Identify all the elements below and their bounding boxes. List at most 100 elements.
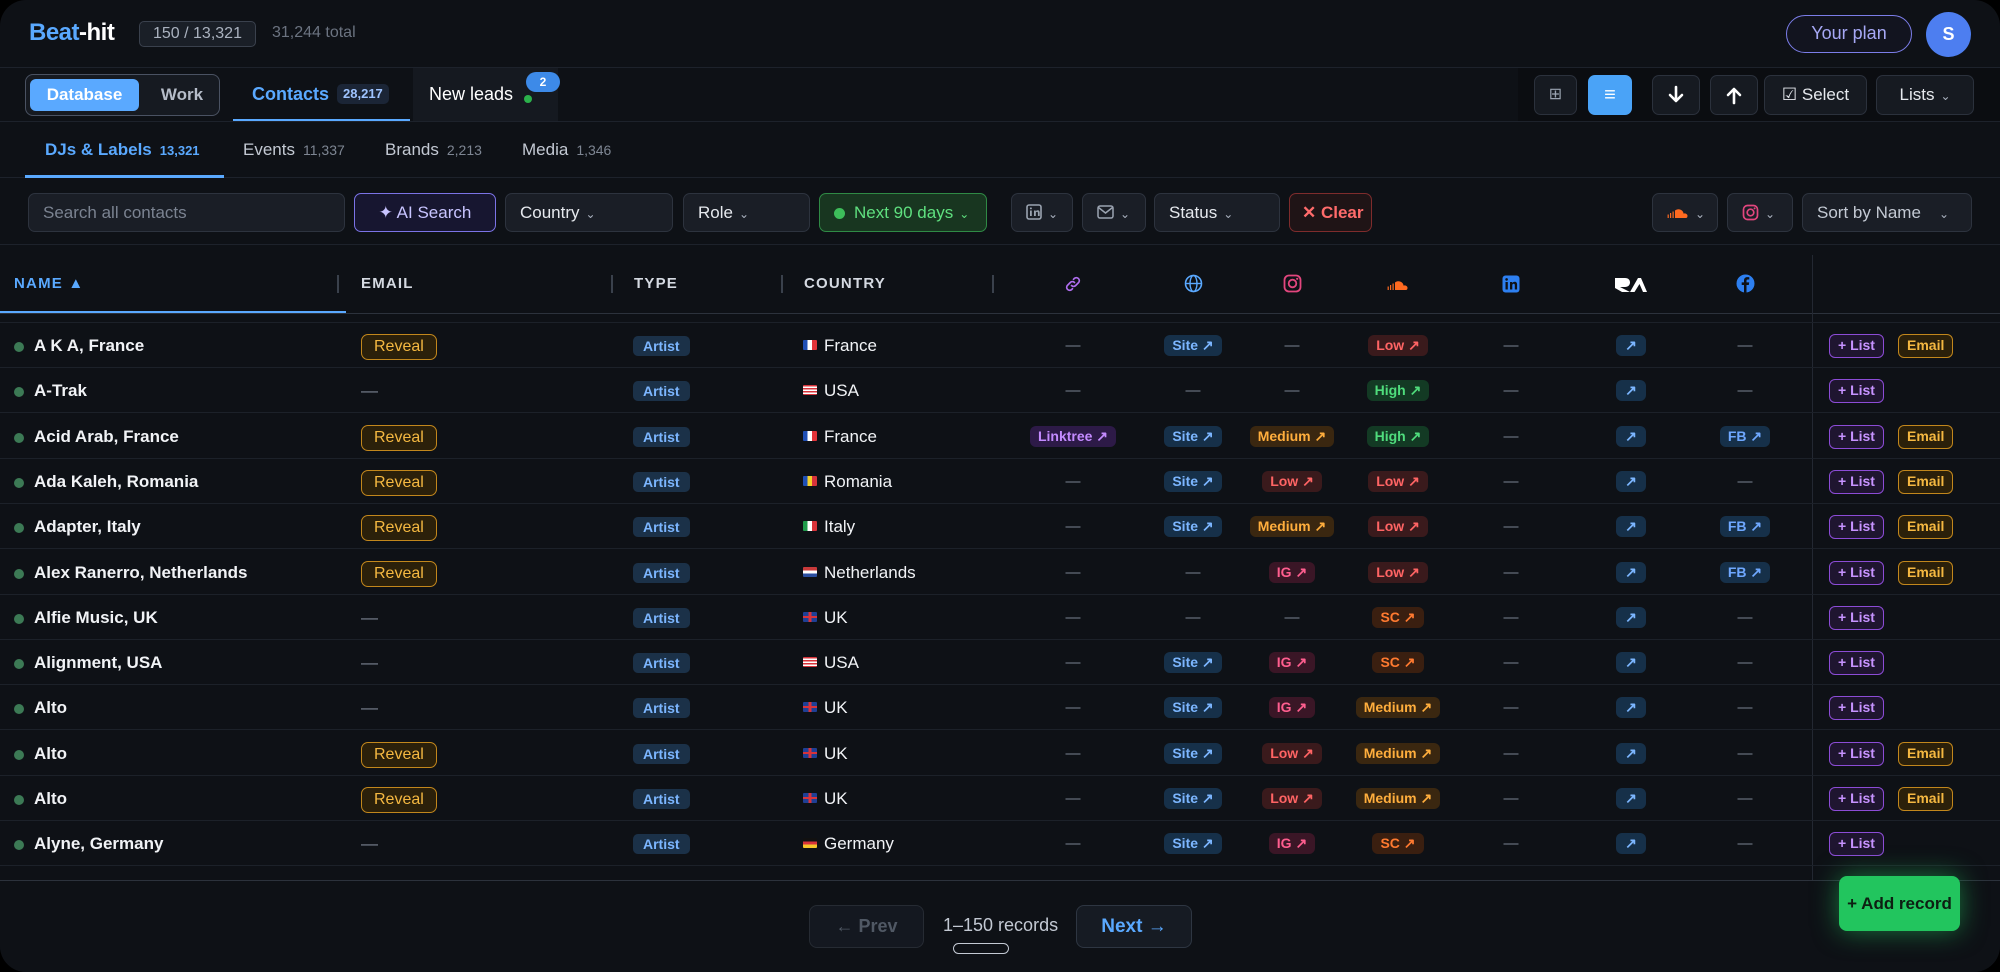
- add-record-button[interactable]: + Add record: [1839, 876, 1960, 931]
- avatar[interactable]: S: [1926, 12, 1971, 57]
- contact-name[interactable]: Adapter, Italy: [34, 517, 141, 537]
- column-resize-handle[interactable]: [781, 275, 783, 293]
- add-to-list-button[interactable]: + List: [1829, 560, 1884, 585]
- add-to-list-button[interactable]: + List: [1829, 424, 1884, 449]
- reveal-email-button[interactable]: Reveal: [361, 469, 437, 496]
- ra-link-badge[interactable]: ↗: [1616, 425, 1646, 447]
- ra-link-badge[interactable]: ↗: [1616, 833, 1646, 855]
- site-link-badge[interactable]: Site ↗: [1164, 697, 1222, 719]
- sc-link-badge[interactable]: Low ↗: [1368, 335, 1428, 356]
- ig-link-badge[interactable]: IG ↗: [1268, 652, 1316, 674]
- ig-link-badge[interactable]: IG ↗: [1268, 561, 1316, 583]
- tab-new-leads[interactable]: New leads 2: [413, 68, 560, 121]
- table-row[interactable]: Adapter, Italy Reveal Artist Italy — Site ↗ Me…: [0, 504, 2000, 550]
- ra-link-badge[interactable]: ↗: [1616, 652, 1646, 674]
- soundcloud-column-header[interactable]: [1378, 255, 1418, 313]
- add-to-list-button[interactable]: + List: [1829, 334, 1884, 358]
- contact-name[interactable]: Acid Arab, France: [34, 426, 179, 446]
- contact-name[interactable]: Alex Ranerro, Netherlands: [34, 562, 248, 582]
- add-to-list-button[interactable]: + List: [1829, 379, 1884, 404]
- table-row[interactable]: Alfie Music, UK — Artist UK — — — SC ↗ — ↗ — + List: [0, 595, 2000, 640]
- link-column-header[interactable]: [1053, 255, 1093, 313]
- tab-brands[interactable]: Brands 2,213: [385, 140, 482, 159]
- contact-name[interactable]: Alto: [34, 789, 68, 808]
- table-row[interactable]: A-Trak — Artist USA — — — High ↗ — ↗ — + List: [0, 368, 2000, 414]
- contact-name[interactable]: Alyne, Germany: [34, 834, 164, 854]
- ig-link-badge[interactable]: Low ↗: [1262, 470, 1322, 492]
- contact-name[interactable]: Alignment, USA: [34, 653, 163, 673]
- ig-link-badge[interactable]: Medium ↗: [1249, 425, 1335, 447]
- site-link-badge[interactable]: Site ↗: [1164, 335, 1222, 356]
- work-toggle[interactable]: Work: [160, 85, 204, 104]
- ra-link-badge[interactable]: ↗: [1616, 742, 1646, 764]
- sc-link-badge[interactable]: SC ↗: [1372, 606, 1424, 628]
- tab-media[interactable]: Media 1,346: [522, 140, 612, 159]
- upload-button[interactable]: [1710, 75, 1758, 115]
- table-row[interactable]: Ada Kaleh, Romania Reveal Artist Romania — Si…: [0, 459, 2000, 504]
- sort-dropdown[interactable]: Sort by Name ⌄: [1802, 193, 1972, 232]
- table-row[interactable]: Acid Arab, France Reveal Artist France Linkt…: [0, 414, 2000, 459]
- email-button[interactable]: Email: [1898, 787, 1954, 811]
- table-row[interactable]: Alto Reveal Artist UK — Site ↗ Low ↗ Medium ↗ — ↗…: [0, 776, 2000, 821]
- site-link-badge[interactable]: Site ↗: [1164, 470, 1222, 492]
- add-to-list-button[interactable]: + List: [1829, 469, 1884, 494]
- add-to-list-button[interactable]: + List: [1829, 651, 1884, 676]
- column-resize-handle[interactable]: [337, 275, 339, 293]
- ra-link-badge[interactable]: ↗: [1616, 470, 1646, 492]
- email-button[interactable]: Email: [1898, 469, 1954, 494]
- fb-link-badge[interactable]: FB ↗: [1719, 561, 1771, 583]
- reveal-email-button[interactable]: Reveal: [361, 787, 437, 813]
- fb-link-badge[interactable]: FB ↗: [1719, 425, 1771, 447]
- table-row[interactable]: A K A, France Reveal Artist France — Site ↗ — L…: [0, 323, 2000, 368]
- link-link-badge[interactable]: Linktree ↗: [1029, 425, 1117, 447]
- linkedin-column-header[interactable]: [1491, 255, 1531, 313]
- ra-column-header[interactable]: [1611, 255, 1651, 313]
- site-link-badge[interactable]: Site ↗: [1164, 516, 1222, 538]
- fb-link-badge[interactable]: FB ↗: [1719, 516, 1771, 538]
- country-filter[interactable]: Country ⌄: [505, 193, 673, 232]
- sc-link-badge[interactable]: SC ↗: [1372, 833, 1424, 855]
- contact-name[interactable]: Alto: [34, 743, 68, 763]
- clear-filters-button[interactable]: ✕ Clear: [1289, 193, 1372, 232]
- role-filter[interactable]: Role ⌄: [683, 193, 810, 232]
- add-to-list-button[interactable]: + List: [1829, 832, 1884, 857]
- contact-name[interactable]: Ada Kaleh, Romania: [34, 471, 199, 491]
- prev-page-button[interactable]: ← Prev: [809, 905, 924, 948]
- site-link-badge[interactable]: Site ↗: [1164, 833, 1222, 855]
- tab-events[interactable]: Events 11,337: [243, 140, 345, 159]
- add-to-list-button[interactable]: + List: [1829, 787, 1884, 811]
- ra-link-badge[interactable]: ↗: [1616, 697, 1646, 719]
- table-row[interactable]: Alignment, USA — Artist USA — Site ↗ IG ↗ SC ↗ —…: [0, 640, 2000, 686]
- instagram-column-header[interactable]: [1272, 255, 1312, 313]
- select-button[interactable]: ☑ Select: [1764, 75, 1867, 115]
- reveal-email-button[interactable]: Reveal: [361, 334, 437, 360]
- ra-link-badge[interactable]: ↗: [1616, 335, 1646, 356]
- email-column-header[interactable]: EMAIL: [361, 275, 414, 292]
- country-column-header[interactable]: COUNTRY: [804, 275, 887, 292]
- add-to-list-button[interactable]: + List: [1829, 515, 1884, 540]
- ig-link-badge[interactable]: IG ↗: [1268, 833, 1316, 855]
- reveal-email-button[interactable]: Reveal: [361, 560, 437, 587]
- download-button[interactable]: [1652, 75, 1700, 115]
- email-button[interactable]: Email: [1898, 334, 1954, 358]
- reveal-email-button[interactable]: Reveal: [361, 424, 437, 451]
- column-resize-handle[interactable]: [611, 275, 613, 293]
- table-row[interactable]: Alto Reveal Artist UK — Site ↗ Low ↗ Medium ↗ — ↗…: [0, 731, 2000, 776]
- status-filter[interactable]: Status ⌄: [1154, 193, 1280, 232]
- list-view-button[interactable]: ≡: [1588, 75, 1632, 115]
- site-link-badge[interactable]: Site ↗: [1164, 425, 1222, 447]
- ig-link-badge[interactable]: Low ↗: [1262, 788, 1322, 809]
- sc-link-badge[interactable]: High ↗: [1366, 425, 1430, 447]
- site-link-badge[interactable]: Site ↗: [1164, 742, 1222, 764]
- sc-link-badge[interactable]: Medium ↗: [1355, 742, 1441, 764]
- ra-link-badge[interactable]: ↗: [1616, 561, 1646, 583]
- sc-link-badge[interactable]: Low ↗: [1368, 470, 1428, 492]
- linkedin-filter[interactable]: ⌄: [1011, 193, 1073, 232]
- contact-name[interactable]: Alto: [34, 698, 68, 718]
- email-button[interactable]: Email: [1898, 515, 1954, 540]
- search-input[interactable]: Search all contacts: [28, 193, 345, 232]
- tab-djs-labels[interactable]: DJs & Labels 13,321: [25, 122, 224, 178]
- sc-link-badge[interactable]: Low ↗: [1368, 561, 1428, 583]
- next-page-button[interactable]: Next →: [1076, 905, 1192, 948]
- column-resize-handle[interactable]: [992, 275, 994, 293]
